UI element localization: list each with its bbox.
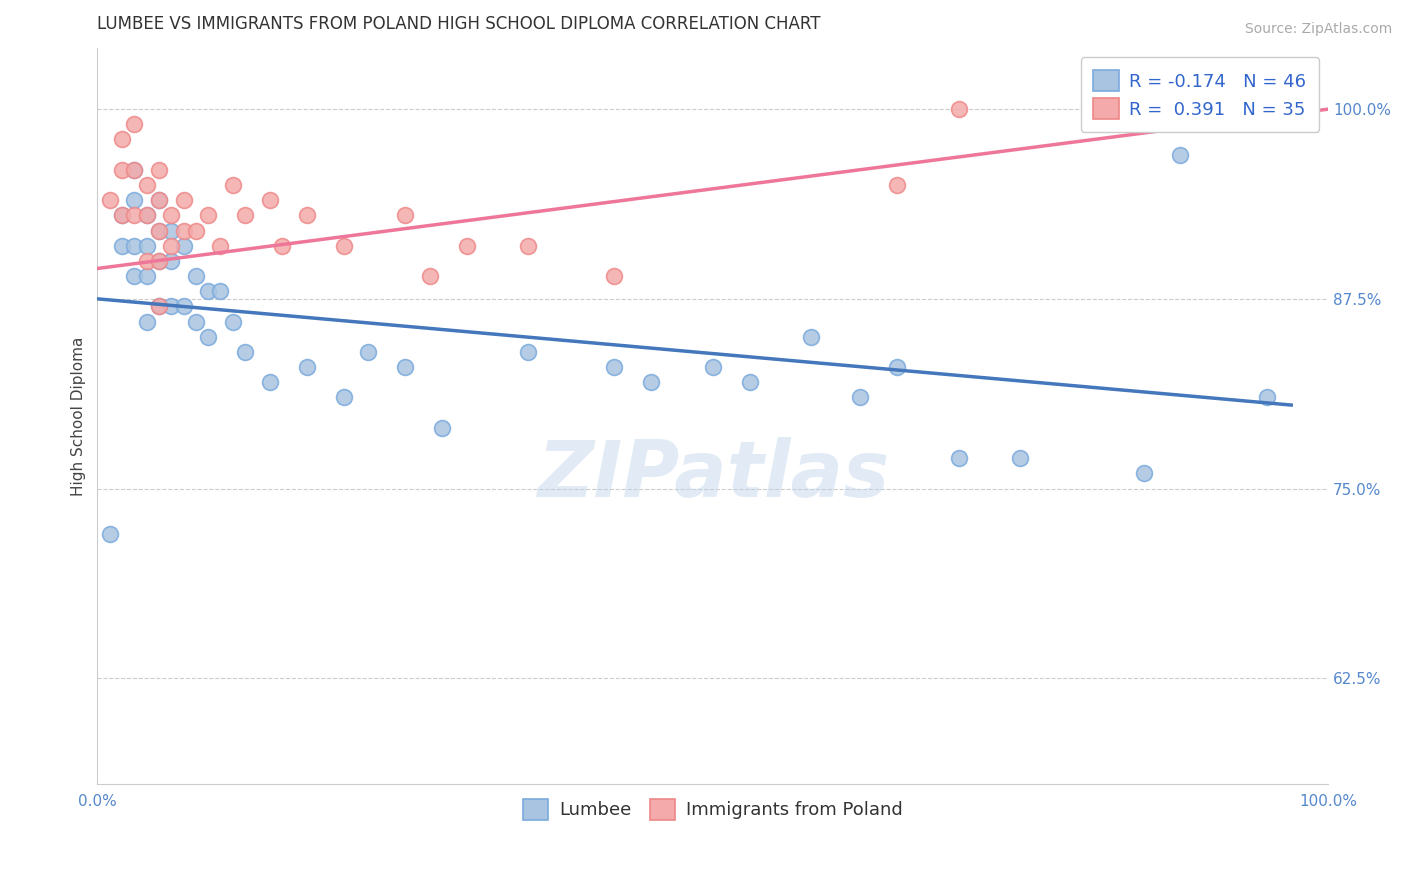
Point xyxy=(111,162,134,177)
Point xyxy=(886,178,908,192)
Point xyxy=(184,315,207,329)
Point xyxy=(259,193,281,207)
Point xyxy=(1132,467,1154,481)
Point xyxy=(197,285,219,299)
Point xyxy=(295,360,318,375)
Point xyxy=(517,345,540,359)
Point xyxy=(233,208,256,222)
Point xyxy=(209,238,232,252)
Point xyxy=(160,253,183,268)
Point xyxy=(603,360,626,375)
Point xyxy=(1010,451,1032,466)
Point xyxy=(173,193,195,207)
Point xyxy=(419,268,441,283)
Point xyxy=(124,238,146,252)
Point xyxy=(603,268,626,283)
Point xyxy=(800,330,823,344)
Point xyxy=(124,162,146,177)
Point xyxy=(332,391,354,405)
Point xyxy=(148,300,170,314)
Text: LUMBEE VS IMMIGRANTS FROM POLAND HIGH SCHOOL DIPLOMA CORRELATION CHART: LUMBEE VS IMMIGRANTS FROM POLAND HIGH SC… xyxy=(97,15,821,33)
Point xyxy=(111,238,134,252)
Point xyxy=(173,238,195,252)
Point xyxy=(160,223,183,237)
Point xyxy=(135,208,157,222)
Point xyxy=(430,421,453,435)
Point xyxy=(124,117,146,131)
Point xyxy=(160,300,183,314)
Point xyxy=(135,178,157,192)
Point xyxy=(160,238,183,252)
Point xyxy=(111,208,134,222)
Text: ZIPatlas: ZIPatlas xyxy=(537,437,889,513)
Point xyxy=(259,376,281,390)
Point xyxy=(394,360,416,375)
Point xyxy=(233,345,256,359)
Point xyxy=(1170,147,1192,161)
Point xyxy=(886,360,908,375)
Point xyxy=(517,238,540,252)
Point xyxy=(135,238,157,252)
Point xyxy=(98,527,121,541)
Point xyxy=(394,208,416,222)
Point xyxy=(332,238,354,252)
Point xyxy=(1256,391,1278,405)
Point xyxy=(148,253,170,268)
Point xyxy=(295,208,318,222)
Point xyxy=(135,253,157,268)
Point xyxy=(148,162,170,177)
Point xyxy=(111,208,134,222)
Point xyxy=(173,300,195,314)
Point xyxy=(184,223,207,237)
Point xyxy=(849,391,872,405)
Point xyxy=(738,376,761,390)
Point xyxy=(148,253,170,268)
Legend: Lumbee, Immigrants from Poland: Lumbee, Immigrants from Poland xyxy=(516,791,910,827)
Y-axis label: High School Diploma: High School Diploma xyxy=(72,337,86,496)
Point xyxy=(222,178,245,192)
Point xyxy=(209,285,232,299)
Point xyxy=(124,208,146,222)
Point xyxy=(197,330,219,344)
Point xyxy=(148,300,170,314)
Point xyxy=(184,268,207,283)
Point xyxy=(271,238,294,252)
Point xyxy=(456,238,478,252)
Point xyxy=(222,315,245,329)
Point xyxy=(948,451,970,466)
Point xyxy=(173,223,195,237)
Point xyxy=(135,208,157,222)
Point xyxy=(357,345,380,359)
Point xyxy=(124,162,146,177)
Point xyxy=(948,102,970,116)
Text: Source: ZipAtlas.com: Source: ZipAtlas.com xyxy=(1244,22,1392,37)
Point xyxy=(702,360,724,375)
Point xyxy=(124,268,146,283)
Point xyxy=(148,193,170,207)
Point xyxy=(148,223,170,237)
Point xyxy=(197,208,219,222)
Point xyxy=(640,376,662,390)
Point xyxy=(160,208,183,222)
Point xyxy=(135,268,157,283)
Point xyxy=(148,193,170,207)
Point xyxy=(98,193,121,207)
Point xyxy=(124,193,146,207)
Point xyxy=(148,223,170,237)
Point xyxy=(135,315,157,329)
Point xyxy=(111,132,134,146)
